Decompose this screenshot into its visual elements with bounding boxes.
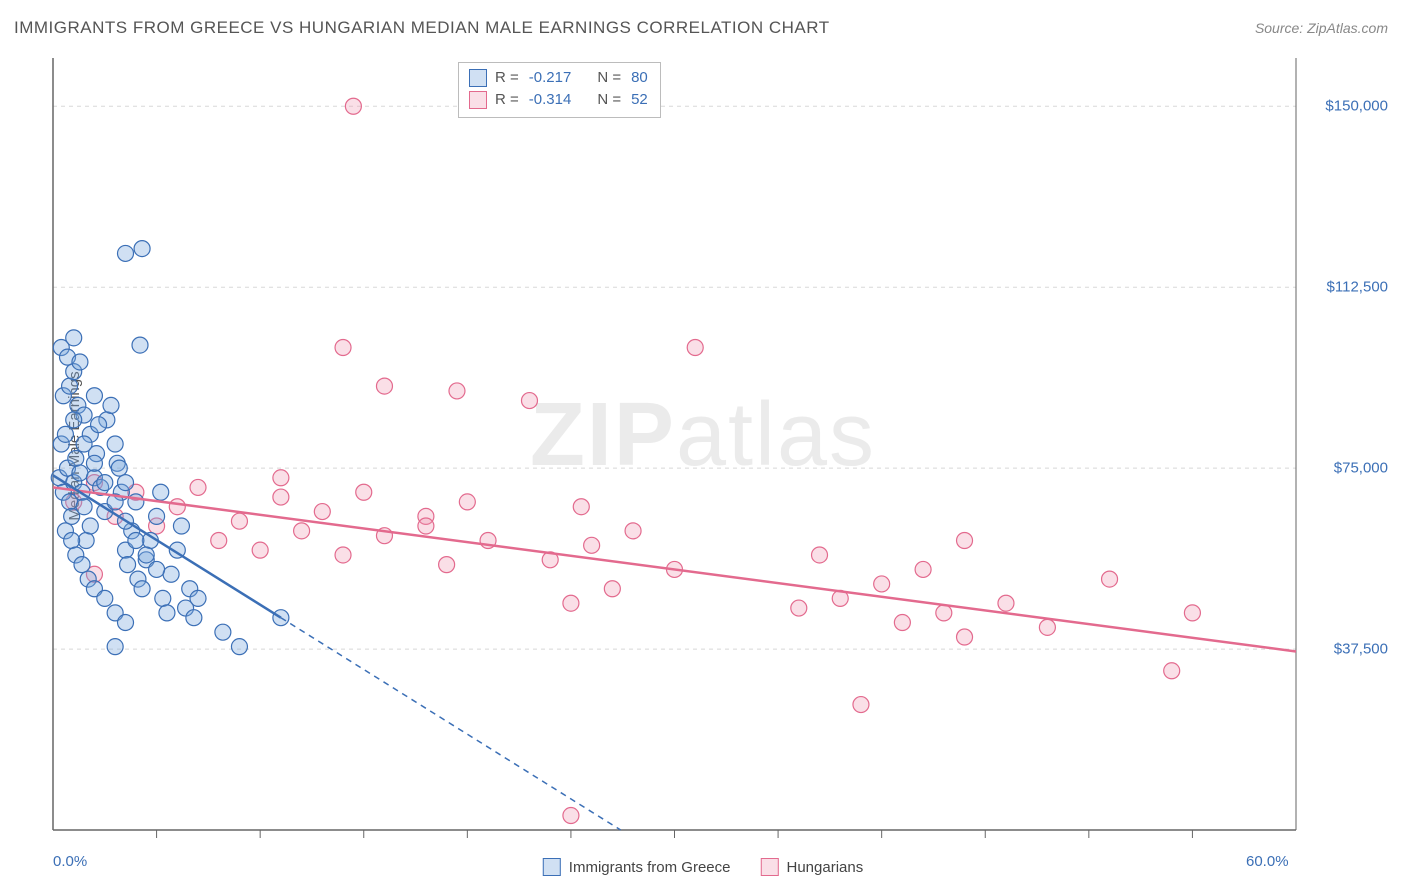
legend-n-label: N = (597, 89, 621, 111)
y-tick-label: $150,000 (1325, 98, 1388, 115)
legend-r-label: R = (495, 89, 519, 111)
y-tick-label: $37,500 (1334, 641, 1388, 658)
legend-item-greece: Immigrants from Greece (543, 858, 731, 876)
x-tick-label: 60.0% (1246, 853, 1289, 870)
legend-swatch-hungarians (761, 858, 779, 876)
legend-row: R = -0.314 N = 52 (469, 89, 650, 111)
series-legend: Immigrants from Greece Hungarians (543, 858, 863, 876)
legend-n-value: 80 (631, 67, 648, 89)
legend-swatch-hungarians (469, 91, 487, 109)
legend-r-value: -0.314 (529, 89, 572, 111)
legend-label: Immigrants from Greece (569, 859, 731, 876)
legend-r-value: -0.217 (529, 67, 572, 89)
legend-item-hungarians: Hungarians (761, 858, 864, 876)
legend-n-value: 52 (631, 89, 648, 111)
x-tick-label: 0.0% (53, 853, 87, 870)
y-tick-label: $75,000 (1334, 460, 1388, 477)
legend-swatch-greece (543, 858, 561, 876)
legend-n-label: N = (597, 67, 621, 89)
legend-row: R = -0.217 N = 80 (469, 67, 650, 89)
y-tick-label: $112,500 (1327, 279, 1388, 296)
legend-r-label: R = (495, 67, 519, 89)
correlation-legend: R = -0.217 N = 80 R = -0.314 N = 52 (458, 62, 661, 118)
legend-swatch-greece (469, 69, 487, 87)
legend-label: Hungarians (787, 859, 864, 876)
scatter-plot (0, 0, 1406, 892)
